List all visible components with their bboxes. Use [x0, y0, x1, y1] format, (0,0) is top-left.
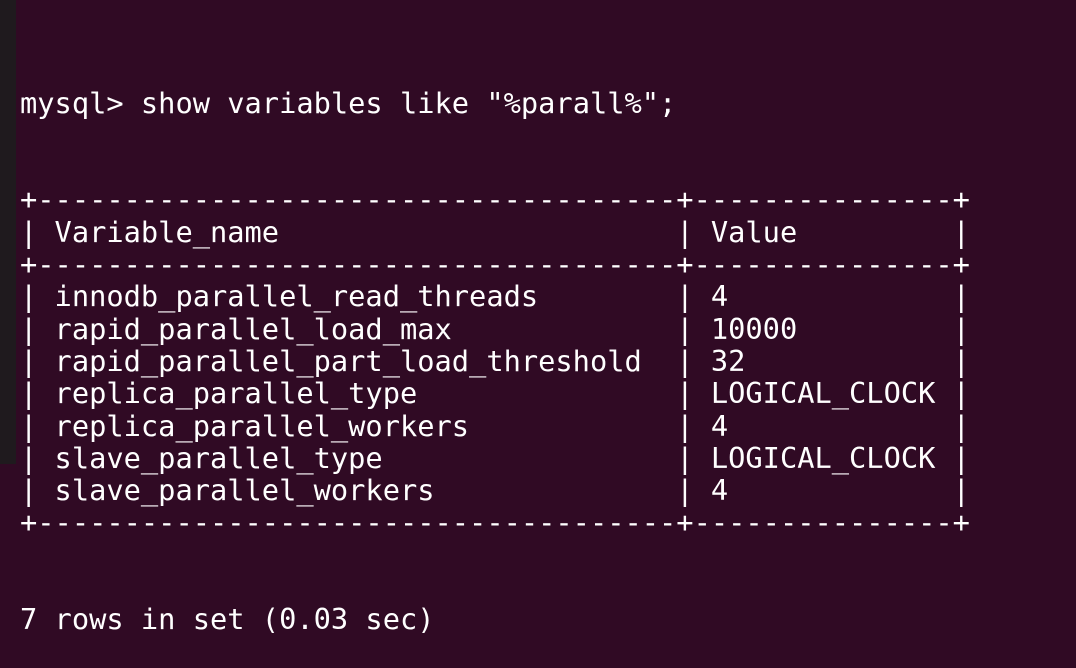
window-edge: [0, 0, 16, 464]
table-row: | rapid_parallel_part_load_threshold | 3…: [20, 343, 970, 378]
table-row: | replica_parallel_type | LOGICAL_CLOCK …: [20, 376, 970, 411]
table-header: | Variable_name | Value |: [20, 214, 970, 249]
table-border: +-------------------------------------+-…: [20, 505, 970, 540]
table-row: | replica_parallel_workers | 4 |: [20, 408, 970, 443]
table-row: | innodb_parallel_read_threads | 4 |: [20, 279, 970, 314]
prompt: mysql>: [20, 85, 141, 120]
result-footer: 7 rows in set (0.03 sec): [20, 602, 435, 637]
table-row: | rapid_parallel_load_max | 10000 |: [20, 311, 970, 346]
command: show variables like "%parall%";: [140, 85, 677, 120]
table-border: +-------------------------------------+-…: [20, 247, 970, 282]
table-border: +-------------------------------------+-…: [20, 182, 970, 217]
table-row: | slave_parallel_workers | 4 |: [20, 473, 970, 508]
table-row: | slave_parallel_type | LOGICAL_CLOCK |: [20, 440, 970, 475]
result-table: +-------------------------------------+-…: [20, 182, 970, 540]
command-line: mysql> show variables like "%parall%";: [20, 85, 970, 120]
terminal-output[interactable]: mysql> show variables like "%parall%"; +…: [20, 22, 970, 668]
